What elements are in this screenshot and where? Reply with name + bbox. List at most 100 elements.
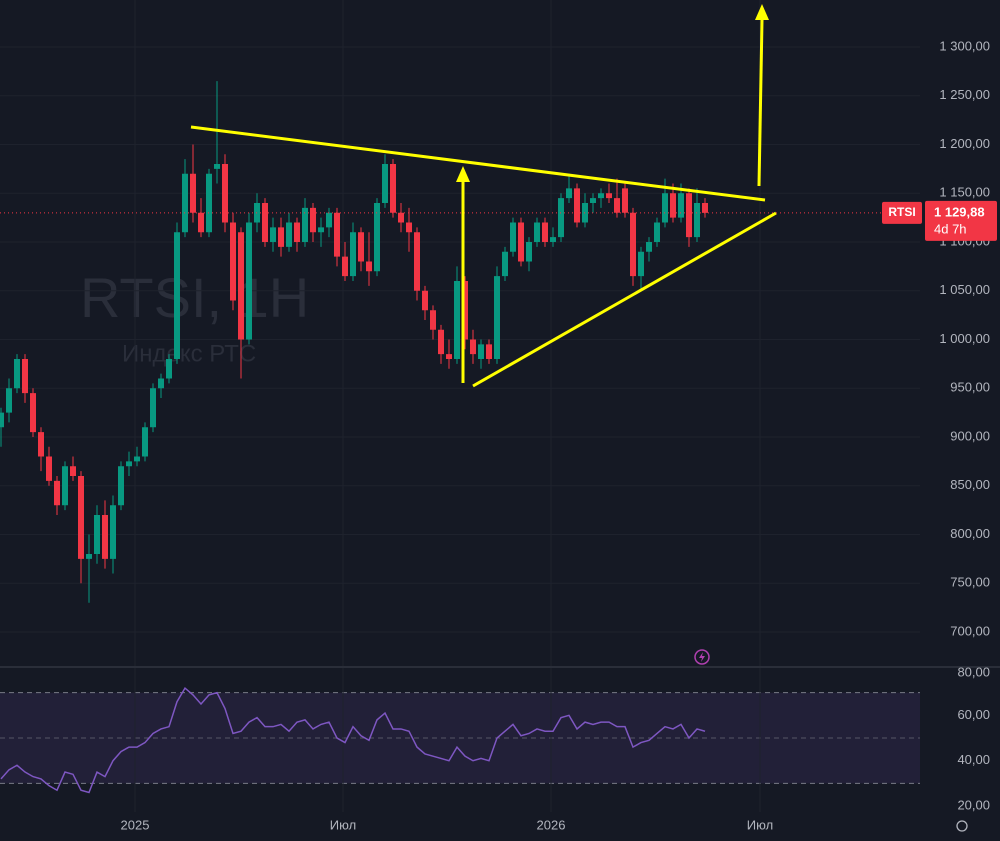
candle-body — [694, 202, 700, 238]
candle-body — [438, 329, 444, 355]
candle-body — [302, 207, 308, 242]
candle-body — [86, 553, 92, 559]
rsi-tick-label: 20,00 — [957, 798, 990, 813]
candle-body — [446, 354, 452, 359]
candle-body — [622, 188, 628, 213]
candle-body — [542, 222, 548, 242]
candle-body — [566, 188, 572, 199]
last-price-countdown: 4d 7h — [934, 221, 967, 236]
candle-body — [358, 232, 364, 262]
candle-body — [582, 202, 588, 223]
candle-body — [158, 378, 164, 389]
candle-body — [246, 222, 252, 340]
candle-body — [558, 198, 564, 238]
y-tick-label: 800,00 — [950, 526, 990, 541]
candle-body — [174, 232, 180, 359]
candle-body — [30, 393, 36, 433]
drawings — [190, 4, 777, 388]
candle-body — [638, 251, 644, 277]
watermark-subtitle: Индекс РТС — [122, 340, 256, 367]
candle-body — [206, 173, 212, 233]
y-tick-label: 1 300,00 — [939, 38, 990, 53]
candle-body — [62, 466, 68, 506]
trend-line — [472, 211, 777, 388]
axes: 700,00 750,00 800,00 850,00 900,00 950,00 1 00… — [121, 38, 997, 832]
candle-body — [134, 456, 140, 462]
alert-icon[interactable] — [694, 649, 710, 665]
candle-body — [598, 193, 604, 199]
candle-body — [574, 188, 580, 223]
candle-body — [614, 198, 620, 213]
alert-icon-circle[interactable] — [694, 649, 710, 665]
x-tick-label: Июл — [747, 817, 773, 832]
x-tick-label: 2025 — [121, 817, 150, 832]
candle-body — [374, 202, 380, 272]
candle-body — [318, 227, 324, 233]
candle-body — [254, 202, 260, 223]
candle-body — [646, 241, 652, 252]
candle-body — [150, 388, 156, 428]
candle-body — [398, 212, 404, 223]
candle-body — [326, 212, 332, 228]
candle-body — [262, 202, 268, 242]
candle-body — [0, 412, 4, 428]
candle-body — [6, 388, 12, 413]
candle-body — [510, 222, 516, 252]
settings-icon-circle[interactable] — [956, 820, 968, 832]
candle-body — [110, 505, 116, 559]
candle-body — [518, 222, 524, 262]
candle-body — [126, 461, 132, 467]
y-tick-label: 950,00 — [950, 380, 990, 395]
candle-body — [406, 222, 412, 233]
candle-body — [662, 193, 668, 223]
candle-body — [630, 212, 636, 277]
candle-body — [222, 163, 228, 223]
candle-body — [78, 475, 84, 559]
y-tick-label: 1 050,00 — [939, 282, 990, 297]
alert-icon-bolt[interactable] — [699, 652, 705, 662]
candle-body — [94, 514, 100, 554]
candle-body — [198, 212, 204, 233]
last-price-value: 1 129,88 — [934, 204, 985, 219]
candle-body — [14, 358, 20, 389]
candle-body — [526, 241, 532, 262]
candle-body — [382, 163, 388, 203]
arrow — [757, 19, 764, 187]
plot — [0, 81, 920, 794]
settings-icon[interactable] — [956, 820, 968, 832]
rsi-tick-label: 80,00 — [957, 664, 990, 679]
candle-body — [22, 358, 28, 394]
last-price-name: RTSI — [888, 205, 915, 219]
candle-body — [462, 280, 468, 340]
candle-body — [606, 193, 612, 199]
y-tick-label: 700,00 — [950, 623, 990, 638]
candle-body — [70, 466, 76, 476]
candle-body — [494, 276, 500, 359]
candle-body — [430, 310, 436, 330]
candle-body — [142, 427, 148, 457]
y-tick-label: 1 250,00 — [939, 87, 990, 102]
candle-body — [214, 163, 220, 169]
candle-body — [534, 222, 540, 242]
arrow-head — [755, 4, 769, 20]
candle-body — [54, 480, 60, 506]
candle-body — [550, 237, 556, 242]
candle-body — [38, 432, 44, 457]
grid — [0, 692, 920, 784]
candle-body — [286, 222, 292, 247]
candle-body — [230, 222, 236, 301]
candle-body — [294, 222, 300, 242]
rsi-tick-label: 40,00 — [957, 752, 990, 767]
candle-body — [190, 173, 196, 213]
watermark-title: RTSI, 1Н — [80, 266, 309, 329]
candle-body — [478, 344, 484, 359]
y-tick-label: 750,00 — [950, 575, 990, 590]
candle-body — [270, 227, 276, 242]
candle-body — [342, 256, 348, 277]
rsi-tick-label: 60,00 — [957, 707, 990, 722]
candle-body — [702, 202, 708, 213]
candle-body — [166, 358, 172, 379]
last-price-box — [925, 200, 997, 241]
